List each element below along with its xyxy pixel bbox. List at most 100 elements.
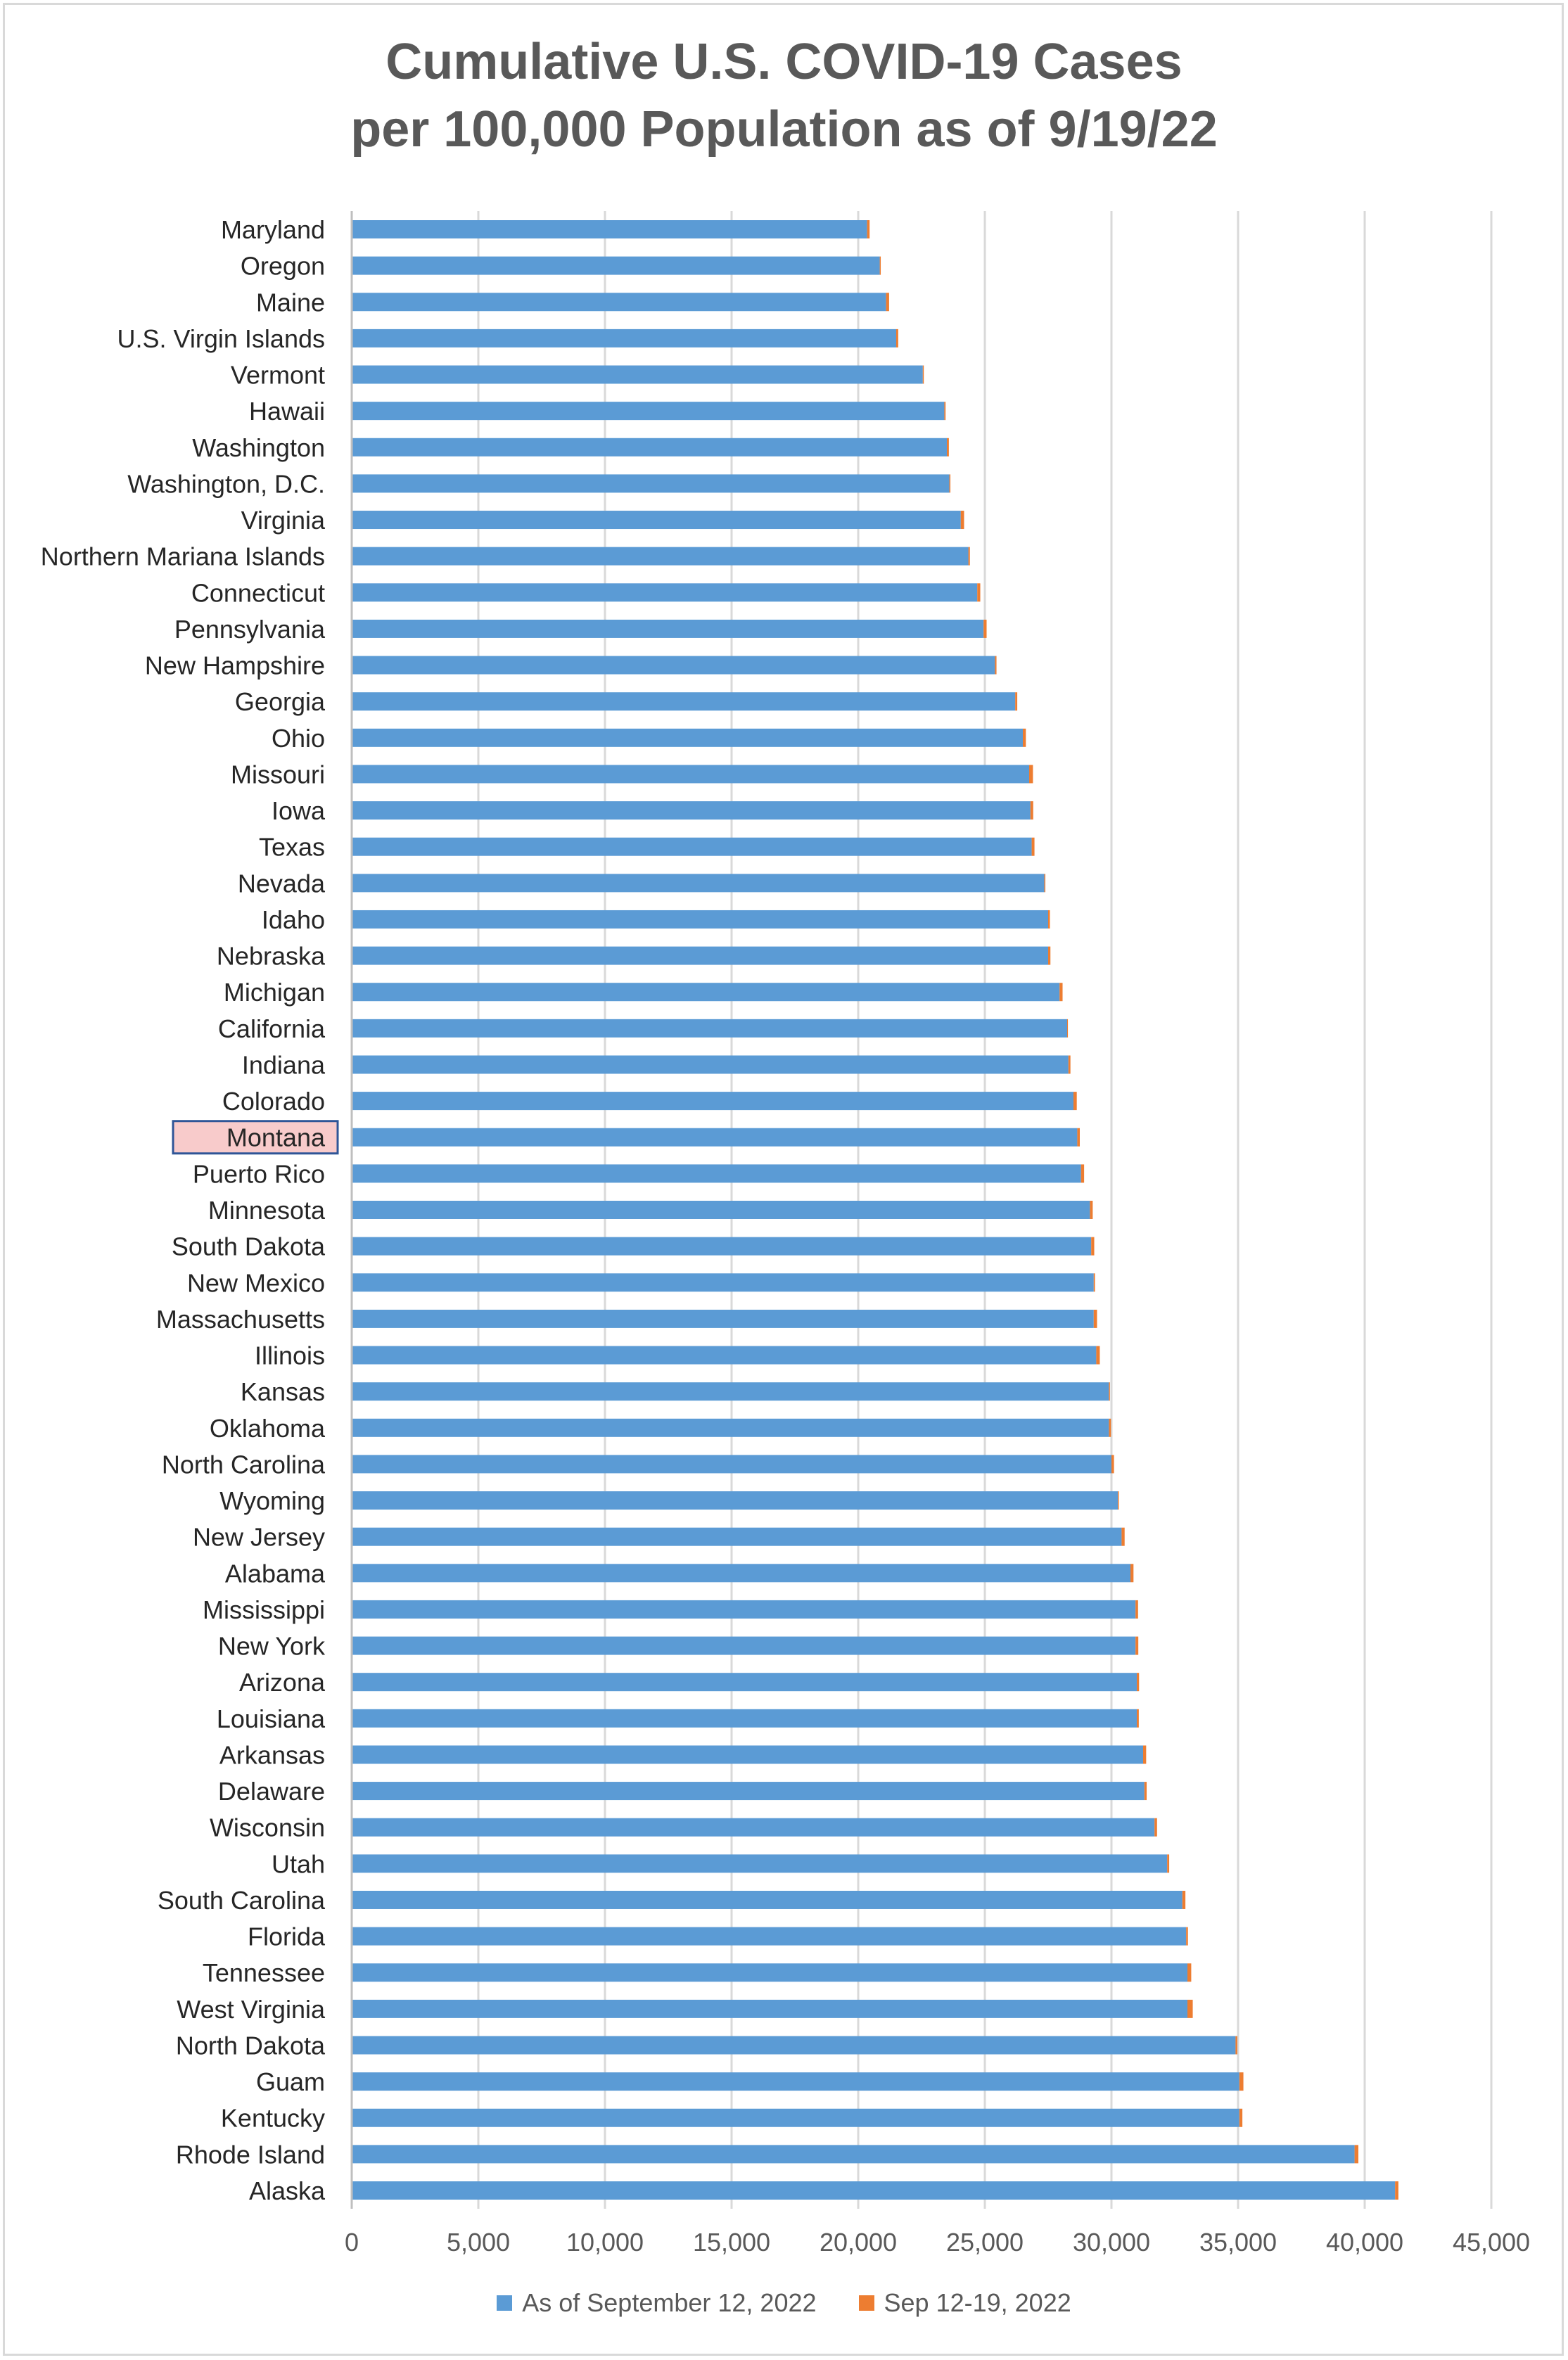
bar-increment-34 [1111, 1455, 1114, 1474]
x-tick-label-5: 25,000 [946, 2228, 1024, 2257]
bar-base-30 [352, 1309, 1094, 1328]
bar-base-38 [352, 1600, 1136, 1619]
bar-increment-44 [1154, 1818, 1157, 1837]
bar-base-14 [352, 728, 1023, 747]
bar-base-53 [352, 2145, 1355, 2164]
bar-base-43 [352, 1782, 1145, 1801]
category-label-30: Massachusetts [156, 1305, 325, 1334]
bar-base-44 [352, 1818, 1155, 1837]
category-label-23: Indiana [242, 1050, 326, 1079]
x-tick-label-8: 40,000 [1326, 2228, 1403, 2257]
category-label-27: Minnesota [208, 1196, 326, 1225]
bar-increment-52 [1239, 2108, 1243, 2127]
category-label-33: Oklahoma [210, 1414, 326, 1443]
bar-base-28 [352, 1237, 1092, 1256]
bar-increment-20 [1048, 946, 1051, 965]
bar-base-18 [352, 874, 1045, 893]
category-label-7: Washington, D.C. [127, 469, 325, 498]
category-label-16: Iowa [272, 796, 326, 825]
category-label-15: Missouri [231, 760, 325, 789]
bar-increment-39 [1135, 1636, 1139, 1655]
bar-increment-30 [1093, 1309, 1097, 1328]
category-label-52: Kentucky [221, 2104, 325, 2133]
bar-base-13 [352, 692, 1016, 711]
category-label-53: Rhode Island [176, 2140, 325, 2169]
bar-increment-9 [968, 547, 970, 566]
category-label-18: Nevada [238, 869, 326, 898]
bar-base-21 [352, 983, 1060, 1002]
legend-label-series-2: Sep 12-19, 2022 [884, 2288, 1071, 2317]
category-label-48: Tennessee [203, 1958, 325, 1987]
bar-base-22 [352, 1019, 1067, 1038]
legend: As of September 12, 2022 Sep 12-19, 2022 [0, 2288, 1568, 2318]
bar-base-1 [352, 256, 880, 275]
bar-increment-37 [1130, 1564, 1134, 1583]
bar-base-11 [352, 619, 984, 638]
bar-base-6 [352, 438, 947, 457]
bar-increment-40 [1137, 1673, 1140, 1692]
bar-increment-4 [922, 365, 924, 384]
bar-base-2 [352, 293, 886, 312]
bar-base-39 [352, 1636, 1136, 1655]
bar-base-4 [352, 365, 923, 384]
bar-increment-29 [1093, 1273, 1095, 1292]
bar-increment-13 [1015, 692, 1018, 711]
category-label-39: New York [218, 1632, 326, 1661]
legend-swatch-series-1 [497, 2295, 513, 2311]
bar-increment-6 [947, 438, 949, 457]
bar-base-7 [352, 474, 950, 493]
bar-base-32 [352, 1382, 1109, 1401]
highlight-box-25 [172, 1120, 339, 1155]
bar-base-12 [352, 656, 995, 675]
bar-base-42 [352, 1745, 1143, 1764]
bar-increment-5 [944, 402, 946, 421]
bar-base-17 [352, 837, 1032, 856]
legend-swatch-series-2 [858, 2295, 874, 2311]
bar-base-52 [352, 2108, 1239, 2127]
bar-base-47 [352, 1927, 1187, 1946]
bar-increment-14 [1023, 728, 1026, 747]
category-label-47: Florida [248, 1922, 326, 1951]
category-label-41: Louisiana [217, 1704, 326, 1733]
bar-increment-28 [1091, 1237, 1095, 1256]
category-label-38: Mississippi [203, 1595, 325, 1624]
category-label-25: Montana [227, 1123, 326, 1152]
bar-increment-31 [1096, 1346, 1100, 1365]
bar-increment-45 [1167, 1854, 1170, 1873]
x-tick-label-6: 30,000 [1073, 2228, 1150, 2257]
bar-base-8 [352, 511, 961, 530]
bar-base-9 [352, 547, 969, 566]
category-label-13: Georgia [235, 687, 326, 716]
bar-base-16 [352, 801, 1031, 820]
bar-base-5 [352, 402, 945, 421]
bar-increment-0 [867, 220, 870, 238]
category-label-19: Idaho [262, 905, 325, 934]
bar-base-45 [352, 1854, 1168, 1873]
bar-base-54 [352, 2181, 1396, 2200]
category-label-24: Colorado [222, 1087, 325, 1116]
bar-base-40 [352, 1673, 1137, 1692]
bar-base-36 [352, 1527, 1122, 1546]
bar-base-29 [352, 1273, 1094, 1292]
category-label-0: Maryland [221, 215, 325, 244]
legend-item-series-1: As of September 12, 2022 [497, 2288, 817, 2318]
category-label-46: South Carolina [158, 1886, 326, 1915]
bar-increment-23 [1068, 1055, 1071, 1074]
bar-base-50 [352, 2036, 1236, 2055]
bar-increment-27 [1090, 1201, 1093, 1219]
bar-base-46 [352, 1890, 1183, 1909]
bar-base-15 [352, 765, 1029, 784]
category-label-14: Ohio [272, 724, 325, 753]
bar-increment-41 [1137, 1709, 1139, 1728]
category-label-35: Wyoming [219, 1486, 325, 1515]
category-label-28: South Dakota [172, 1232, 326, 1261]
legend-item-series-2: Sep 12-19, 2022 [858, 2288, 1071, 2318]
bar-base-26 [352, 1164, 1081, 1183]
bar-base-27 [352, 1201, 1090, 1219]
bar-increment-36 [1121, 1527, 1125, 1546]
bar-increment-19 [1048, 910, 1050, 929]
category-label-37: Alabama [225, 1559, 326, 1588]
x-tick-label-3: 15,000 [693, 2228, 770, 2257]
category-label-22: California [218, 1014, 326, 1043]
